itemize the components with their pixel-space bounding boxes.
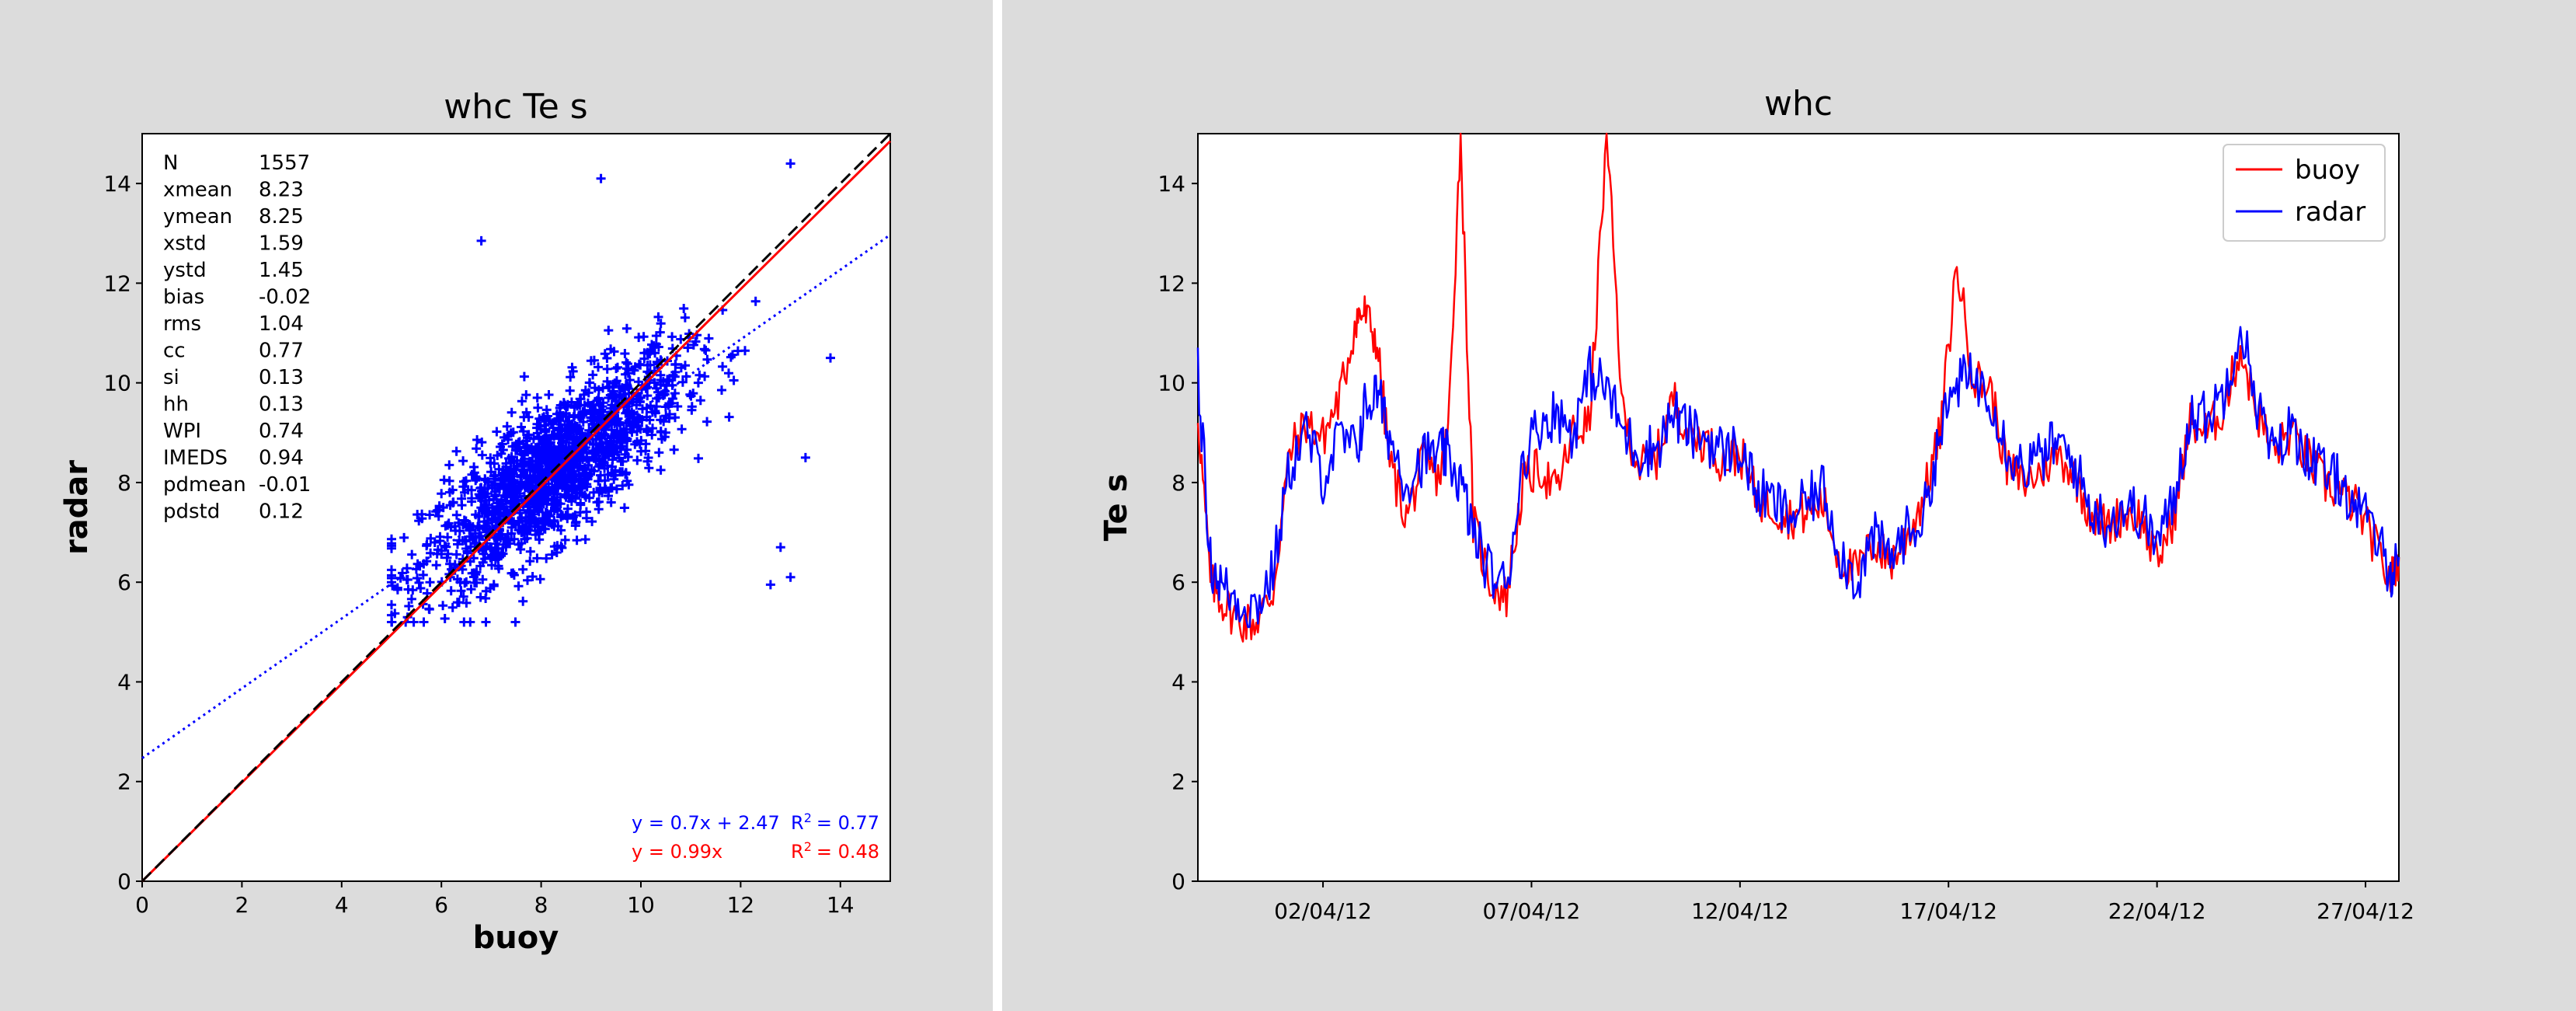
scatter-x-tick-label: 8 (534, 892, 548, 918)
one-to-one-line (141, 132, 892, 883)
stat-name: rms (163, 312, 201, 336)
timeseries-x-tick-label: 22/04/12 (2108, 898, 2206, 924)
origin-fit-r2-symbol: R (791, 841, 804, 863)
linear-fit-r2: R2 = 0.77 (791, 811, 879, 834)
stat-name: ystd (163, 259, 207, 282)
timeseries-x-ticks: 02/04/12 07/04/12 12/04/12 17/04/12 22/04/12… (1274, 881, 2414, 924)
stat-value: 0.94 (259, 447, 304, 470)
scatter-y-tick-label: 8 (117, 470, 131, 496)
scatter-y-tick-label: 0 (117, 869, 131, 894)
timeseries-x-tick-label: 27/04/12 (2317, 898, 2414, 924)
stat-name: N (163, 152, 178, 175)
timeseries-y-tick-label: 12 (1157, 270, 1185, 296)
stat-value: -0.02 (259, 286, 311, 309)
scatter-y-tick-label: 4 (117, 669, 131, 695)
scatter-y-tick-label: 10 (103, 371, 131, 396)
stat-name: WPI (163, 420, 201, 443)
scatter-x-ticks: 0 2 4 6 8 10 12 14 (135, 881, 855, 918)
buoy-series-line (1196, 132, 2400, 643)
scatter-x-tick-label: 14 (827, 892, 855, 918)
origin-fit-r2-superscript: 2 (804, 839, 812, 854)
stat-value: -0.01 (259, 473, 311, 497)
legend-radar-label: radar (2295, 197, 2365, 228)
timeseries-x-tick-label: 02/04/12 (1274, 898, 1372, 924)
scatter-fit-lines (141, 132, 892, 883)
stat-value: 0.74 (259, 420, 304, 443)
scatter-title: whc Te s (444, 87, 587, 127)
panel-divider (993, 0, 1002, 1011)
stat-value: 0.77 (259, 340, 304, 363)
stat-value: 1557 (259, 152, 310, 175)
scatter-x-tick-label: 6 (434, 892, 448, 918)
timeseries-y-tick-label: 6 (1171, 570, 1185, 595)
stat-name: ymean (163, 205, 232, 228)
scatter-y-tick-label: 14 (103, 171, 131, 197)
legend: buoy radar (2223, 144, 2386, 242)
scatter-xlabel: buoy (473, 920, 559, 956)
scatter-x-tick-label: 2 (235, 892, 249, 918)
linear-fit-r2-superscript: 2 (804, 811, 812, 825)
timeseries-title: whc (1764, 84, 1833, 124)
stat-name: xstd (163, 232, 207, 256)
stats-table: N 1557 xmean 8.23 ymean 8.25 xstd 1.59 ystd 1.45 b… (163, 152, 311, 524)
stat-value: 1.04 (259, 312, 304, 336)
scatter-y-tick-label: 12 (103, 270, 131, 296)
timeseries-chart: whc Te s 02/04/12 07/04/12 12/04/12 17/04/1… (1098, 84, 2414, 924)
scatter-markers (387, 159, 835, 627)
timeseries-plot-area (1197, 133, 2400, 882)
stat-name: xmean (163, 179, 232, 202)
timeseries-y-tick-label: 0 (1171, 869, 1185, 894)
stat-name: pdstd (163, 500, 220, 524)
origin-fit-equation: y = 0.99x (632, 841, 722, 863)
stat-value: 1.59 (259, 232, 304, 256)
scatter-y-tick-label: 2 (117, 769, 131, 795)
linear-fit-equation: y = 0.7x + 2.47 (632, 812, 780, 834)
stat-name: cc (163, 340, 186, 363)
stat-value: 0.13 (259, 393, 304, 417)
timeseries-y-ticks: 0 2 4 6 8 10 12 14 (1157, 171, 1198, 894)
timeseries-x-tick-label: 07/04/12 (1483, 898, 1581, 924)
scatter-ylabel: radar (59, 460, 95, 555)
linear-fit-r2-value: = 0.77 (816, 812, 879, 834)
stat-name: IMEDS (163, 447, 228, 470)
scatter-x-tick-label: 10 (627, 892, 655, 918)
origin-fit-r2-value: = 0.48 (816, 841, 879, 863)
scatter-x-tick-label: 12 (727, 892, 755, 918)
timeseries-y-tick-label: 2 (1171, 769, 1185, 795)
timeseries-y-tick-label: 4 (1171, 669, 1185, 695)
scatter-x-tick-label: 0 (135, 892, 149, 918)
stat-name: hh (163, 393, 189, 417)
scatter-points (387, 159, 835, 627)
stat-value: 8.23 (259, 179, 304, 202)
origin-fit-r2: R2 = 0.48 (791, 839, 879, 863)
stat-name: pdmean (163, 473, 246, 497)
scatter-chart: whc Te s buoy radar 0 2 4 6 8 10 12 14 0 2 4 6 8 10 1… (59, 87, 892, 956)
stat-value: 8.25 (259, 205, 304, 228)
stat-value: 1.45 (259, 259, 304, 282)
scatter-y-ticks: 0 2 4 6 8 10 12 14 (103, 171, 142, 894)
stat-value: 0.13 (259, 366, 304, 389)
linear-fit-r2-symbol: R (791, 812, 804, 834)
stat-value: 0.12 (259, 500, 304, 524)
scatter-y-tick-label: 6 (117, 570, 131, 595)
timeseries-y-tick-label: 14 (1157, 171, 1185, 197)
timeseries-y-tick-label: 10 (1157, 371, 1185, 396)
stat-name: si (163, 366, 179, 389)
timeseries-ylabel: Te s (1098, 474, 1134, 542)
timeseries-y-tick-label: 8 (1171, 470, 1185, 496)
timeseries-x-tick-label: 12/04/12 (1691, 898, 1789, 924)
radar-series-line (1196, 326, 2400, 629)
legend-buoy-label: buoy (2295, 155, 2360, 186)
timeseries-lines (1196, 132, 2400, 643)
stat-name: bias (163, 286, 204, 309)
timeseries-x-tick-label: 17/04/12 (1899, 898, 1997, 924)
scatter-x-tick-label: 4 (335, 892, 349, 918)
